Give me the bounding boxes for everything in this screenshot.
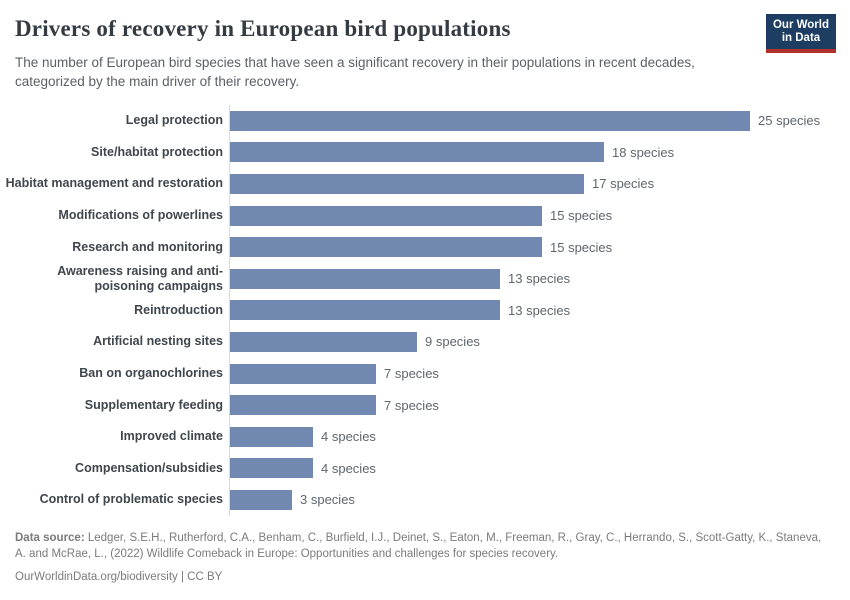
- chart-row: Ban on organochlorines 7 species: [0, 357, 850, 390]
- bar[interactable]: [230, 173, 584, 194]
- owid-logo-line1: Our World: [772, 19, 829, 31]
- bar-track: 25 species: [229, 105, 850, 137]
- bar[interactable]: [230, 237, 542, 258]
- bar-track: 7 species: [229, 389, 850, 421]
- bar-track: 4 species: [229, 420, 850, 453]
- category-label: Ban on organochlorines: [79, 366, 223, 381]
- bar-track: 9 species: [229, 326, 850, 358]
- bar-track: 15 species: [229, 231, 850, 263]
- chart-row: Awareness raising and anti-poisoning cam…: [0, 262, 850, 295]
- category-label: Research and monitoring: [72, 239, 223, 254]
- source-line: Data source: Ledger, S.E.H., Rutherford,…: [15, 530, 833, 563]
- bar[interactable]: [230, 268, 500, 289]
- category-label: Supplementary feeding: [84, 397, 223, 412]
- value-label: 4 species: [321, 429, 376, 445]
- value-label: 4 species: [321, 460, 376, 476]
- value-label: 18 species: [612, 144, 675, 160]
- owid-logo-line2: in Data: [781, 32, 821, 44]
- category-label: Artificial nesting sites: [93, 334, 223, 349]
- value-label: 15 species: [550, 239, 613, 255]
- bar-chart: Legal protection 25 species Site/habitat p…: [0, 105, 850, 516]
- value-label: 3 species: [300, 492, 355, 508]
- bar[interactable]: [230, 395, 376, 416]
- category-label: Improved climate: [120, 429, 223, 444]
- value-label: 25 species: [758, 113, 821, 129]
- bar-track: 4 species: [229, 452, 850, 485]
- license-line[interactable]: OurWorldinData.org/biodiversity | CC BY: [15, 570, 223, 583]
- category-label: Legal protection: [125, 113, 223, 128]
- value-label: 9 species: [425, 334, 480, 350]
- bar-track: 15 species: [229, 199, 850, 232]
- bar-track: 13 species: [229, 262, 850, 295]
- chart-row: Research and monitoring 15 species: [0, 231, 850, 263]
- value-label: 13 species: [508, 271, 571, 287]
- bar[interactable]: [230, 489, 292, 510]
- chart-row: Legal protection 25 species: [0, 105, 850, 137]
- chart-row: Reintroduction 13 species: [0, 294, 850, 327]
- category-label: Modifications of powerlines: [58, 208, 223, 223]
- chart-row: Control of problematic species 3 species: [0, 484, 850, 516]
- bar-track: 18 species: [229, 136, 850, 169]
- chart-row: Modifications of powerlines 15 species: [0, 199, 850, 232]
- bar[interactable]: [230, 363, 376, 384]
- bar[interactable]: [230, 458, 313, 479]
- chart-footer: Data source: Ledger, S.E.H., Rutherford,…: [0, 516, 850, 585]
- category-label: Compensation/subsidies: [75, 460, 223, 475]
- chart-row: Artificial nesting sites 9 species: [0, 326, 850, 358]
- category-label: Control of problematic species: [39, 492, 223, 507]
- bar[interactable]: [230, 110, 750, 131]
- bar[interactable]: [230, 300, 500, 321]
- value-label: 17 species: [592, 176, 655, 192]
- chart-row: Supplementary feeding 7 species: [0, 389, 850, 421]
- chart-row: Compensation/subsidies 4 species: [0, 452, 850, 485]
- category-label: Site/habitat protection: [91, 144, 223, 159]
- chart-subtitle: The number of European bird species that…: [15, 55, 695, 89]
- category-label: Reintroduction: [134, 302, 223, 317]
- page-title: Drivers of recovery in European bird pop…: [15, 16, 511, 41]
- chart-row: Site/habitat protection 18 species: [0, 136, 850, 169]
- bar-track: 17 species: [229, 168, 850, 200]
- bar[interactable]: [230, 426, 313, 447]
- bar-track: 7 species: [229, 357, 850, 390]
- value-label: 7 species: [384, 397, 439, 413]
- value-label: 13 species: [508, 302, 571, 318]
- bar[interactable]: [230, 331, 417, 352]
- owid-logo[interactable]: Our World in Data: [766, 14, 836, 53]
- value-label: 15 species: [550, 208, 613, 224]
- chart-row: Improved climate 4 species: [0, 420, 850, 453]
- bar-track: 3 species: [229, 484, 850, 516]
- source-label: Data source:: [15, 531, 85, 544]
- chart-header: Drivers of recovery in European bird pop…: [0, 0, 850, 91]
- value-label: 7 species: [384, 366, 439, 382]
- category-label: Awareness raising and anti-poisoning cam…: [57, 263, 223, 293]
- source-citation: Ledger, S.E.H., Rutherford, C.A., Benham…: [15, 531, 822, 561]
- bar[interactable]: [230, 142, 604, 163]
- bar[interactable]: [230, 205, 542, 226]
- bar-track: 13 species: [229, 294, 850, 327]
- category-label: Habitat management and restoration: [5, 176, 223, 191]
- chart-row: Habitat management and restoration 17 spe…: [0, 168, 850, 200]
